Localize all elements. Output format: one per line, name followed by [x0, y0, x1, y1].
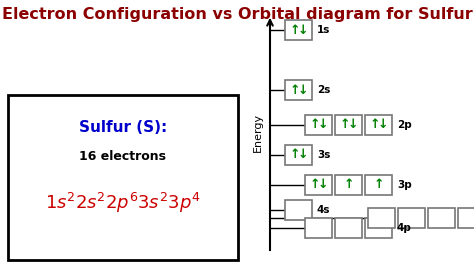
Text: ↓: ↓	[317, 119, 328, 132]
Bar	[305, 115, 332, 135]
Text: ↑: ↑	[339, 119, 350, 132]
Text: Energy: Energy	[253, 113, 263, 152]
Text: 3p: 3p	[397, 180, 412, 190]
Text: ↑: ↑	[343, 178, 354, 191]
Bar	[8, 95, 238, 260]
Text: 4p: 4p	[397, 223, 412, 233]
Text: ↓: ↓	[347, 119, 358, 132]
Bar	[335, 175, 362, 195]
Text: $1s^{2}2s^{2}2p^{6}3s^{2}3p^{4}$: $1s^{2}2s^{2}2p^{6}3s^{2}3p^{4}$	[45, 191, 201, 215]
Text: ↑: ↑	[309, 178, 320, 191]
Bar	[285, 20, 312, 40]
Bar	[368, 208, 395, 228]
Text: ↑: ↑	[289, 24, 300, 37]
Bar	[285, 200, 312, 220]
Text: Sulfur (S):: Sulfur (S):	[79, 119, 167, 135]
Text: ↑: ↑	[289, 148, 300, 161]
Text: ↓: ↓	[377, 119, 388, 132]
Text: ↑: ↑	[289, 83, 300, 96]
Bar	[285, 80, 312, 100]
Bar	[335, 218, 362, 238]
Bar	[458, 208, 474, 228]
Text: ↓: ↓	[297, 83, 308, 96]
Bar	[365, 175, 392, 195]
Bar	[365, 115, 392, 135]
Text: 2s: 2s	[317, 85, 330, 95]
Bar	[398, 208, 425, 228]
Text: Electron Configuration vs Orbital diagram for Sulfur: Electron Configuration vs Orbital diagra…	[1, 6, 473, 22]
Text: 3s: 3s	[317, 150, 330, 160]
Bar	[305, 175, 332, 195]
Text: 2p: 2p	[397, 120, 412, 130]
Bar	[365, 218, 392, 238]
Bar	[285, 145, 312, 165]
Text: ↓: ↓	[317, 178, 328, 191]
Text: ↑: ↑	[373, 178, 384, 191]
Text: ↓: ↓	[297, 24, 308, 37]
Text: 1s: 1s	[317, 25, 330, 35]
Bar	[335, 115, 362, 135]
Bar	[305, 218, 332, 238]
Bar	[428, 208, 455, 228]
Text: 4s: 4s	[317, 205, 330, 215]
Text: ↑: ↑	[369, 119, 380, 132]
Text: ↑: ↑	[309, 119, 320, 132]
Text: ↓: ↓	[297, 148, 308, 161]
Text: 16 electrons: 16 electrons	[80, 150, 166, 163]
